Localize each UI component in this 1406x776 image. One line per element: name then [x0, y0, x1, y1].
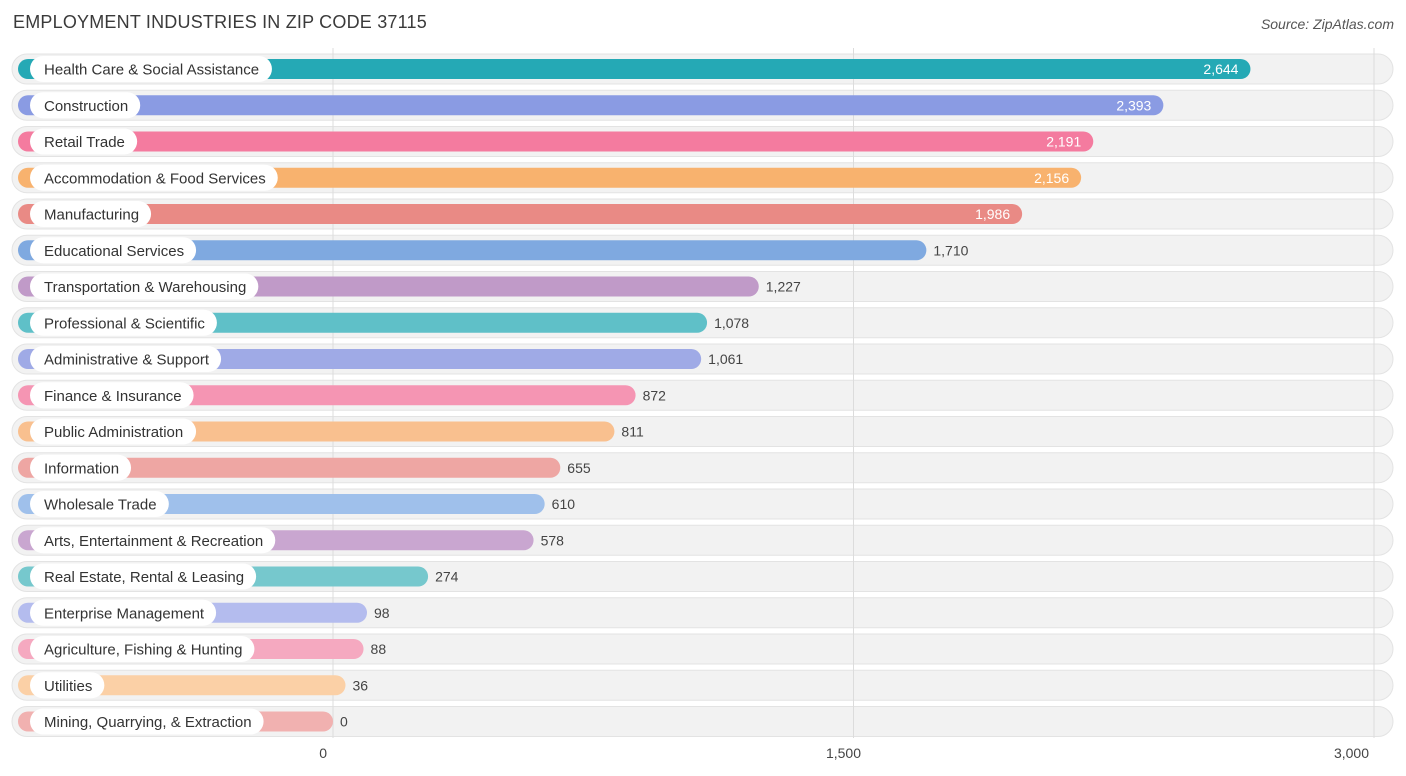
category-pill — [30, 491, 169, 517]
category-label: Construction — [44, 98, 128, 115]
category-label: Wholesale Trade — [44, 497, 157, 514]
bar — [18, 167, 1082, 188]
category-label: Arts, Entertainment & Recreation — [44, 533, 263, 550]
category-pill — [30, 527, 276, 554]
category-pill — [30, 418, 197, 445]
category-pill — [30, 273, 259, 300]
category-pill — [30, 563, 257, 590]
category-label: Utilities — [44, 678, 92, 695]
value-label: 655 — [567, 460, 591, 476]
category-pill — [30, 672, 105, 699]
value-label: 1,078 — [714, 315, 749, 331]
category-label: Health Care & Social Assistance — [44, 62, 259, 79]
category-label: Finance & Insurance — [44, 388, 182, 405]
chart-title: EMPLOYMENT INDUSTRIES IN ZIP CODE 37115 — [13, 12, 427, 32]
value-label: 36 — [352, 677, 368, 693]
category-pill — [30, 164, 278, 191]
category-pill — [30, 128, 138, 155]
bar — [18, 204, 1023, 224]
category-pill — [30, 636, 255, 662]
bar — [18, 457, 561, 478]
category-label: Accommodation & Food Services — [44, 170, 266, 187]
x-tick-label: 0 — [319, 745, 327, 761]
value-label: 1,227 — [766, 279, 801, 295]
bar — [18, 131, 1094, 152]
category-pill — [30, 708, 264, 735]
category-pill — [30, 201, 152, 227]
category-label: Enterprise Management — [44, 605, 205, 622]
bar — [18, 59, 1251, 79]
category-pill — [30, 237, 197, 264]
category-label: Information — [44, 460, 119, 477]
value-label: 2,156 — [1034, 170, 1069, 186]
category-label: Mining, Quarrying, & Extraction — [44, 714, 252, 731]
category-pill — [30, 309, 217, 336]
value-label: 274 — [435, 569, 459, 585]
row-track — [11, 669, 1394, 701]
category-label: Real Estate, Rental & Leasing — [44, 569, 244, 586]
bar — [18, 95, 1164, 116]
x-tick-label: 1,500 — [826, 745, 861, 761]
category-pill — [30, 382, 194, 409]
category-pill — [30, 56, 272, 82]
category-pill — [30, 454, 132, 481]
value-label: 2,393 — [1116, 97, 1151, 113]
x-tick-label: 3,000 — [1334, 745, 1369, 761]
value-label: 811 — [621, 424, 644, 440]
row-track — [11, 706, 1394, 737]
value-label: 98 — [374, 605, 390, 621]
category-pill — [30, 599, 217, 626]
value-label: 2,644 — [1203, 61, 1238, 77]
category-label: Transportation & Warehousing — [44, 279, 246, 296]
value-label: 610 — [552, 496, 576, 512]
value-label: 578 — [541, 532, 565, 548]
value-label: 0 — [340, 714, 348, 730]
value-label: 1,986 — [975, 206, 1010, 222]
value-label: 1,061 — [708, 351, 743, 367]
category-label: Professional & Scientific — [44, 315, 205, 332]
value-label: 88 — [371, 641, 387, 657]
source-label: Source: ZipAtlas.com — [1260, 16, 1394, 32]
category-label: Agriculture, Fishing & Hunting — [44, 642, 242, 659]
value-label: 2,191 — [1046, 134, 1081, 150]
category-pill — [30, 92, 141, 119]
value-label: 872 — [643, 387, 667, 403]
category-label: Manufacturing — [44, 207, 139, 224]
category-label: Administrative & Support — [44, 352, 210, 369]
bar — [18, 240, 927, 261]
category-label: Retail Trade — [44, 134, 125, 151]
value-label: 1,710 — [933, 242, 968, 258]
category-label: Educational Services — [44, 243, 184, 260]
category-label: Public Administration — [44, 424, 183, 441]
category-pill — [30, 346, 222, 372]
